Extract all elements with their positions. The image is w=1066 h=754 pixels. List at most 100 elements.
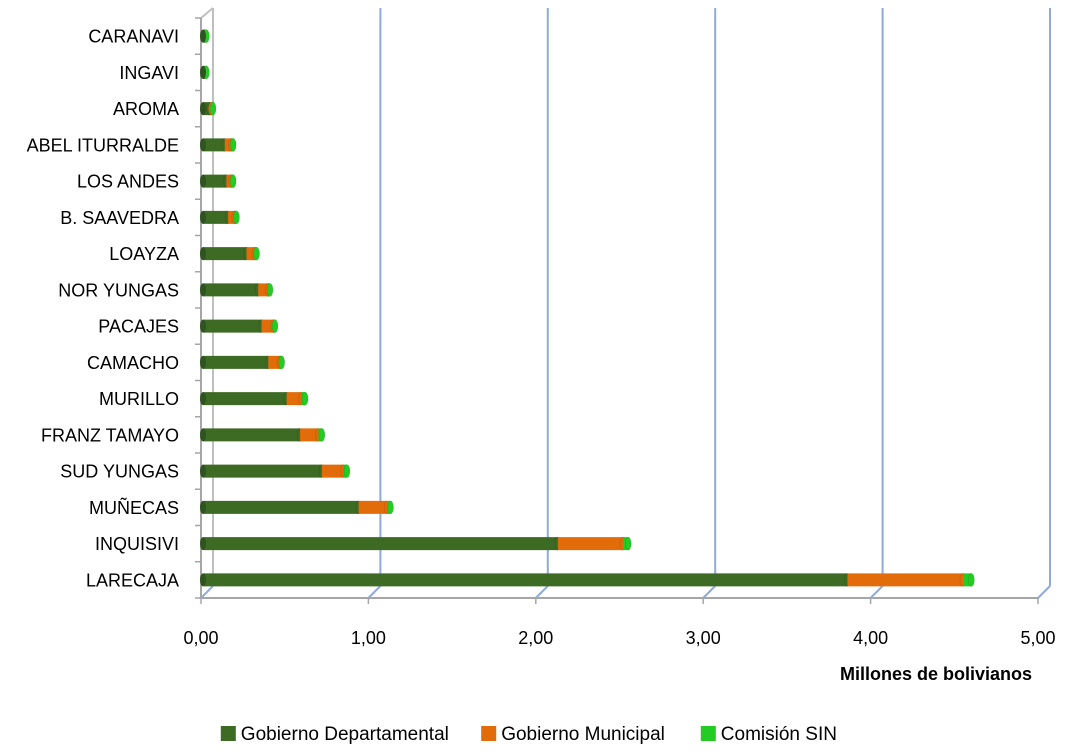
bar-segment bbox=[321, 464, 344, 478]
x-tick-labels: 0,00 1,00 2,00 3,00 4,00 5,00 bbox=[183, 628, 1055, 648]
bar-start-cap bbox=[200, 537, 206, 551]
category-label: CARANAVI bbox=[88, 27, 179, 47]
bar-start-cap bbox=[200, 174, 206, 188]
category-label: PACAJES bbox=[98, 317, 179, 337]
floor-gridline bbox=[367, 585, 382, 599]
category-label: B. SAAVEDRA bbox=[60, 208, 179, 228]
floor-gridline bbox=[200, 585, 214, 599]
bar-segment-cap bbox=[278, 355, 285, 370]
category-labels: CARANAVI INGAVI AROMA ABEL ITURRALDE LOS AND… bbox=[27, 27, 179, 591]
bar-segment bbox=[358, 500, 388, 514]
bar-segment bbox=[203, 247, 247, 261]
x-axis-title: Millones de bolivianos bbox=[840, 664, 1032, 684]
bar-segment bbox=[258, 283, 269, 297]
x-tick-label: 1,00 bbox=[351, 628, 386, 648]
bar-segment bbox=[203, 355, 269, 369]
bars bbox=[200, 29, 975, 587]
bar-segment bbox=[203, 573, 848, 587]
bar-segment bbox=[224, 138, 232, 152]
x-tick-label: 3,00 bbox=[686, 628, 721, 648]
floor-gridline bbox=[535, 585, 549, 599]
category-label: LOAYZA bbox=[109, 244, 179, 264]
bar-segment bbox=[246, 247, 255, 261]
category-label: ABEL ITURRALDE bbox=[27, 135, 179, 155]
bar-start-cap bbox=[200, 29, 206, 43]
bar-segment bbox=[203, 537, 558, 551]
category-label: MURILLO bbox=[99, 389, 179, 409]
bar-segment-cap bbox=[209, 101, 217, 116]
bar-segment bbox=[203, 102, 210, 116]
bar-segment bbox=[286, 392, 302, 406]
legend-label: Gobierno Departamental bbox=[241, 724, 449, 745]
bar-segment bbox=[203, 392, 287, 406]
bar-segment bbox=[203, 174, 227, 188]
bar-segment-cap bbox=[387, 500, 394, 515]
bar-start-cap bbox=[200, 355, 206, 369]
gridlines bbox=[200, 8, 1051, 599]
bar-segment bbox=[203, 464, 322, 478]
bar-start-cap bbox=[200, 319, 206, 333]
bar-start-cap bbox=[200, 65, 206, 79]
bar-start-cap bbox=[200, 428, 206, 442]
floor-gridline bbox=[702, 585, 716, 599]
bar-segment-cap bbox=[968, 573, 975, 587]
x-tick-label: 2,00 bbox=[518, 628, 553, 648]
bar-segment-cap bbox=[624, 536, 632, 551]
bar-start-cap bbox=[200, 283, 206, 297]
bar-segment-cap bbox=[266, 283, 274, 297]
bar-start-cap bbox=[200, 573, 206, 587]
bar-segment-cap bbox=[301, 391, 309, 406]
bar-start-cap bbox=[200, 138, 206, 152]
legend-swatch bbox=[220, 726, 236, 741]
bar-segment bbox=[203, 500, 359, 514]
bar-segment bbox=[847, 573, 963, 587]
bar-segment-cap bbox=[229, 138, 237, 152]
floor-gridline bbox=[1037, 585, 1051, 599]
x-tick-label: 4,00 bbox=[853, 628, 888, 648]
x-tick-label: 0,00 bbox=[183, 628, 218, 648]
bar-start-cap bbox=[200, 102, 206, 116]
bar-segment bbox=[203, 138, 225, 152]
bar-segment bbox=[557, 537, 624, 551]
category-label: LARECAJA bbox=[86, 570, 179, 590]
bar-segment-cap bbox=[318, 428, 326, 442]
bar-segment bbox=[228, 210, 235, 224]
x-tick-label: 5,00 bbox=[1020, 628, 1055, 648]
bar-segment bbox=[203, 319, 262, 333]
bar-segment bbox=[203, 428, 301, 442]
legend-swatch bbox=[700, 726, 716, 741]
bar-start-cap bbox=[200, 392, 206, 406]
bar-segment-cap bbox=[253, 246, 260, 261]
axes bbox=[195, 7, 1039, 604]
category-label: FRANZ TAMAYO bbox=[41, 425, 179, 445]
floor-gridline bbox=[869, 585, 884, 599]
category-label: MUÑECAS bbox=[89, 497, 179, 518]
category-label: CAMACHO bbox=[87, 353, 179, 373]
bar-segment-cap bbox=[233, 210, 240, 225]
bar-segment bbox=[300, 428, 319, 442]
legend-swatch bbox=[481, 726, 497, 741]
bar-segment bbox=[203, 283, 259, 297]
legend-label: Comisión SIN bbox=[721, 724, 837, 745]
category-label: AROMA bbox=[113, 99, 179, 119]
category-label: SUD YUNGAS bbox=[60, 462, 179, 482]
bar-start-cap bbox=[200, 500, 206, 514]
bar-start-cap bbox=[200, 247, 206, 261]
category-label: LOS ANDES bbox=[77, 172, 179, 192]
bar-segment bbox=[268, 355, 281, 369]
bar-start-cap bbox=[200, 210, 206, 224]
bar-segment-cap bbox=[271, 319, 279, 333]
legend-label: Gobierno Municipal bbox=[501, 724, 665, 745]
bar-segment bbox=[962, 573, 972, 587]
bar-segment bbox=[261, 319, 274, 333]
bar-segment-cap bbox=[229, 174, 237, 188]
category-label: INQUISIVI bbox=[95, 534, 179, 554]
bar-segment bbox=[203, 210, 229, 224]
bar-segment-cap bbox=[343, 464, 351, 478]
category-label: INGAVI bbox=[119, 63, 179, 83]
category-label: NOR YUNGAS bbox=[58, 280, 179, 300]
legend: Gobierno Departamental Gobierno Municipal… bbox=[220, 724, 837, 745]
top-depth-edge bbox=[200, 7, 214, 19]
bar-start-cap bbox=[200, 464, 206, 478]
